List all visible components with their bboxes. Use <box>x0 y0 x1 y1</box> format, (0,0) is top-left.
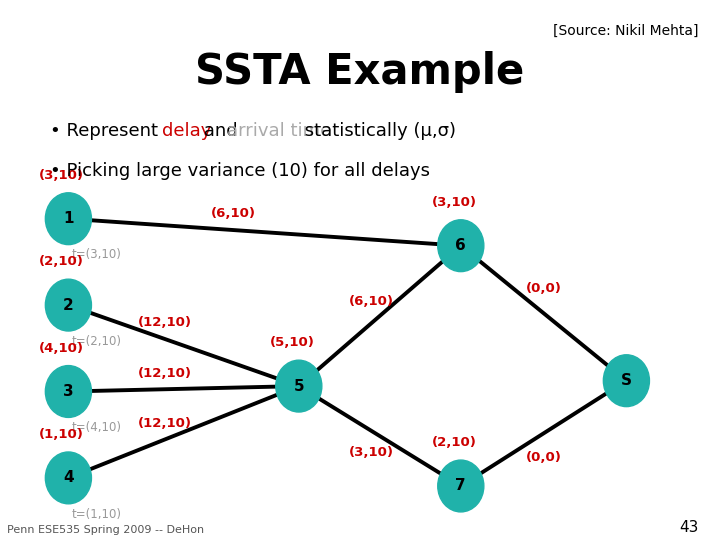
Text: (2,10): (2,10) <box>431 436 477 449</box>
Text: 4: 4 <box>63 470 73 485</box>
Ellipse shape <box>45 193 91 245</box>
Text: t=(3,10): t=(3,10) <box>72 248 122 261</box>
Text: (6,10): (6,10) <box>211 207 256 220</box>
Text: 7: 7 <box>456 478 466 494</box>
Text: (0,0): (0,0) <box>526 282 562 295</box>
Ellipse shape <box>45 279 91 331</box>
Text: (4,10): (4,10) <box>39 342 84 355</box>
Text: [Source: Nikil Mehta]: [Source: Nikil Mehta] <box>553 24 698 38</box>
Text: t=(1,10): t=(1,10) <box>72 508 122 521</box>
Ellipse shape <box>276 360 322 412</box>
Text: (3,10): (3,10) <box>349 446 395 459</box>
Text: S: S <box>621 373 632 388</box>
Text: (12,10): (12,10) <box>138 316 192 329</box>
Ellipse shape <box>45 452 91 504</box>
Text: 5: 5 <box>294 379 304 394</box>
Text: (3,10): (3,10) <box>39 169 84 182</box>
Text: (5,10): (5,10) <box>269 336 315 349</box>
Text: (12,10): (12,10) <box>138 417 192 430</box>
Text: (2,10): (2,10) <box>39 255 84 268</box>
Ellipse shape <box>438 220 484 272</box>
Text: t=(2,10): t=(2,10) <box>72 335 122 348</box>
Ellipse shape <box>45 366 91 417</box>
Ellipse shape <box>603 355 649 407</box>
Text: • Picking large variance (10) for all delays: • Picking large variance (10) for all de… <box>50 162 431 180</box>
Text: 1: 1 <box>63 211 73 226</box>
Text: and: and <box>198 122 243 139</box>
Ellipse shape <box>438 460 484 512</box>
Text: (3,10): (3,10) <box>431 196 477 209</box>
Text: 6: 6 <box>456 238 466 253</box>
Text: (0,0): (0,0) <box>526 451 562 464</box>
Text: SSTA Example: SSTA Example <box>195 51 525 93</box>
Text: (6,10): (6,10) <box>349 295 395 308</box>
Text: statistically (μ,σ): statistically (μ,σ) <box>299 122 456 139</box>
Text: • Represent: • Represent <box>50 122 164 139</box>
Text: delay: delay <box>162 122 212 139</box>
Text: 3: 3 <box>63 384 73 399</box>
Text: 43: 43 <box>679 519 698 535</box>
Text: (12,10): (12,10) <box>138 367 192 380</box>
Text: Penn ESE535 Spring 2009 -- DeHon: Penn ESE535 Spring 2009 -- DeHon <box>7 524 204 535</box>
Text: t=(4,10): t=(4,10) <box>72 421 122 434</box>
Text: arrival time: arrival time <box>227 122 331 139</box>
Text: 2: 2 <box>63 298 73 313</box>
Text: (1,10): (1,10) <box>39 428 84 441</box>
